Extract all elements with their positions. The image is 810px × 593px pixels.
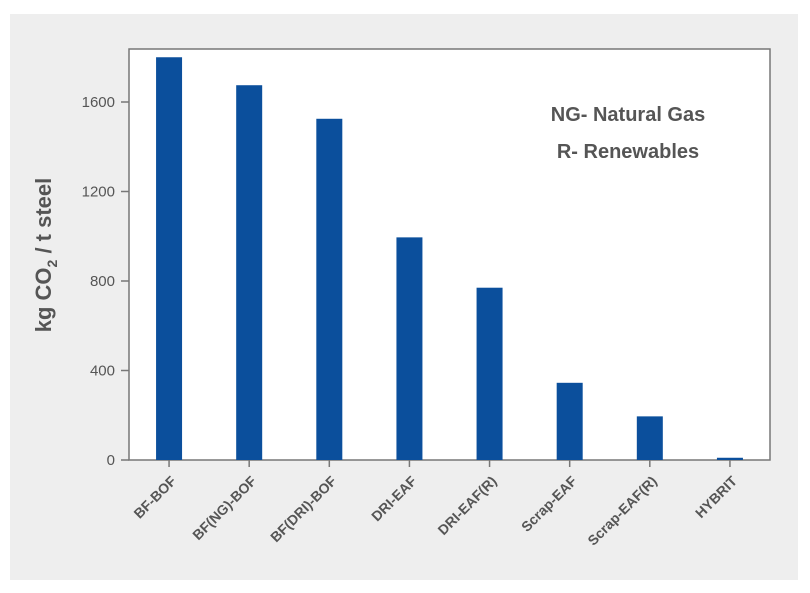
bar-bf-bof (156, 57, 183, 460)
bar-bf-ng-bof (236, 85, 263, 460)
bar-dri-eaf-r (476, 287, 503, 460)
bar-scrap-eaf-r (636, 416, 663, 460)
y-tick-label: 0 (107, 452, 115, 469)
x-tick-label: BF(DRI)-BOF (267, 472, 340, 545)
y-axis-label: kg CO2 / t steel (31, 178, 60, 333)
x-axis-labels: BF-BOF BF(NG)-BOF BF(DRI)-BOF DRI-EAF DRI-EA… (130, 460, 740, 548)
bar-bf-dri-bof (316, 118, 343, 460)
plot-area (128, 48, 771, 461)
y-tick-label: 1200 (82, 184, 115, 201)
x-tick-label: HYBRIT (692, 473, 740, 521)
x-tick-label: DRI-EAF(R) (434, 473, 499, 538)
x-tick-label: BF(NG)-BOF (189, 472, 259, 542)
legend-line-r: R- Renewables (557, 141, 699, 163)
bar-hybrit (716, 457, 743, 460)
x-tick-label: Scrap-EAF (518, 472, 580, 534)
legend-line-ng: NG- Natural Gas (551, 104, 705, 126)
x-tick-label: DRI-EAF (368, 472, 420, 524)
bars (156, 57, 743, 460)
x-tick-label: Scrap-EAF(R) (584, 473, 660, 549)
y-tick-label: 1600 (82, 94, 115, 111)
y-axis: 0 400 800 1200 1600 (82, 94, 129, 469)
bar-scrap-eaf (556, 382, 583, 460)
bar-dri-eaf (396, 237, 423, 460)
x-tick-label: BF-BOF (130, 473, 179, 522)
y-tick-label: 800 (90, 273, 115, 290)
y-tick-label: 400 (90, 363, 115, 380)
